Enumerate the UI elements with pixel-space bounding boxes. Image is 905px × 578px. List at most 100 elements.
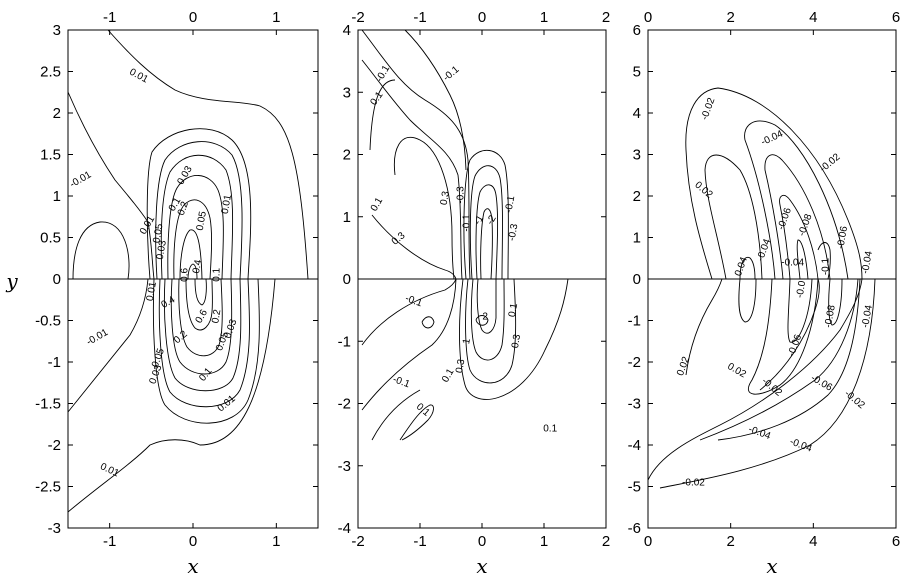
contour-label: -0.3 — [507, 223, 521, 242]
contour-panel-middle: -0.10.1-0.10.1 0.30.3-0.3-0.1 -1-2-0.1-0.3… — [338, 9, 611, 578]
y-tick-label: 3 — [53, 22, 61, 39]
x-tick-label-top: -2 — [351, 9, 364, 26]
x-tick-label: 1 — [540, 533, 548, 550]
contour-line — [393, 137, 455, 280]
y-tick-label: 3 — [343, 84, 351, 101]
contour-label: -2 — [485, 213, 499, 227]
x-tick-label: 0 — [478, 533, 486, 550]
x-tick-label: 4 — [809, 533, 817, 550]
y-tick-label: 5 — [633, 64, 641, 81]
contour-line — [173, 199, 213, 280]
contour-line — [744, 120, 849, 280]
x-tick-label: 0 — [644, 533, 652, 550]
x-tick-label-top: 6 — [892, 9, 900, 26]
y-tick-label: 2 — [53, 105, 61, 122]
contour-line — [178, 278, 223, 357]
contour-label: 0.05 — [195, 210, 209, 232]
contour-label: -0.1 — [821, 257, 832, 275]
contour-label: -0.04 — [788, 436, 814, 454]
contour-label: 0.04 — [733, 255, 750, 277]
contour-line — [72, 221, 130, 280]
contour-label: 0.4 — [191, 258, 204, 274]
contour-label: 0.02 — [692, 180, 714, 201]
y-tick-label: -4 — [628, 437, 641, 454]
y-tick-label: -1 — [48, 354, 61, 371]
contour-line — [463, 150, 509, 280]
contour-line — [167, 175, 224, 280]
contour-label: 0.01 — [220, 193, 234, 215]
contour-label: -0.04 — [755, 237, 773, 263]
x-tick-label-top: 0 — [189, 9, 197, 26]
y-tick-label: 2 — [343, 147, 351, 164]
contour-line — [685, 87, 863, 280]
contour-label: 0.3 — [390, 230, 408, 248]
contour-line — [107, 29, 309, 280]
contour-line — [361, 278, 457, 346]
contour-label: 2 — [482, 311, 488, 322]
x-tick-label-top: -1 — [103, 9, 116, 26]
y-tick-label: 2.5 — [40, 64, 61, 81]
x-tick-label: -1 — [413, 533, 426, 550]
contour-line — [404, 29, 467, 171]
y-tick-label: 2 — [633, 188, 641, 205]
x-tick-label: -1 — [103, 533, 116, 550]
x-tick-label: -2 — [351, 533, 364, 550]
axis-ticks: -2 -2 -1 -1 0 0 1 1 2 2 4 3 2 1 0 -1 -2 -3 -4 — [338, 9, 611, 550]
y-tick-label: -3 — [48, 520, 61, 537]
contour-line — [465, 278, 517, 384]
contour-line — [787, 278, 813, 343]
x-tick-label-top: 2 — [602, 9, 610, 26]
y-tick-label: -3 — [628, 396, 641, 413]
contour-label: -0.06 — [835, 225, 850, 250]
contour-label: 0.02 — [675, 355, 692, 377]
contour-line — [146, 128, 252, 280]
contour-line — [152, 278, 260, 424]
contour-label: -0.01 — [85, 327, 111, 348]
contour-lines — [647, 87, 876, 489]
x-tick-label-top: -1 — [413, 9, 426, 26]
contour-label: -0.02 — [842, 388, 867, 411]
contour-label: -0.02 — [818, 151, 843, 174]
contour-line — [469, 165, 503, 280]
contour-line — [170, 278, 233, 375]
contour-label: -0.04 — [781, 257, 804, 268]
y-tick-label: -2 — [338, 396, 351, 413]
y-tick-label: -2 — [628, 354, 641, 371]
contour-label: 0.01 — [145, 281, 159, 303]
contour-line — [185, 278, 213, 331]
contour-label: -0.1 — [462, 214, 473, 232]
axis-ticks: -1 -1 0 0 1 1 3 2.5 2 1.5 1 0.5 0 -0.5 -1 -1.5 -2 -2.5 -3 — [35, 9, 318, 550]
contour-line — [480, 208, 493, 280]
y-tick-label: -2.5 — [35, 479, 61, 496]
contour-line — [187, 263, 198, 280]
contour-line — [747, 278, 819, 395]
contour-label: 0.6 — [194, 307, 211, 325]
contour-label: 0.1 — [543, 423, 557, 434]
contour-label: 0.1 — [211, 267, 222, 281]
contour-line — [699, 278, 859, 441]
contour-label: 0.1 — [369, 90, 386, 108]
contour-line — [476, 278, 497, 334]
contour-label: 0.1 — [197, 366, 215, 384]
y-tick-label: 0 — [53, 271, 61, 288]
contour-label: 0.6 — [180, 267, 191, 281]
contour-label: -0.02 — [699, 96, 717, 122]
contour-label: -0.04 — [860, 304, 875, 329]
contour-label: -0.1 — [391, 374, 411, 390]
contour-label: -0.02 — [682, 477, 705, 488]
y-tick-label: -1.5 — [35, 396, 61, 413]
contour-line — [475, 315, 489, 326]
y-tick-label: 4 — [633, 105, 641, 122]
contour-label: -0.04 — [747, 424, 773, 442]
y-tick-label: 0 — [343, 271, 351, 288]
contour-line — [764, 154, 831, 280]
contour-label: -0.3 — [455, 186, 466, 204]
contour-label: -0.1 — [441, 64, 462, 84]
contour-line — [421, 316, 435, 329]
y-tick-label: 1 — [633, 230, 641, 247]
contour-label: 0.1 — [369, 195, 386, 213]
contour-label: 0.02 — [725, 361, 748, 380]
contour-line — [739, 256, 756, 280]
contour-label: 0.2 — [176, 200, 191, 217]
